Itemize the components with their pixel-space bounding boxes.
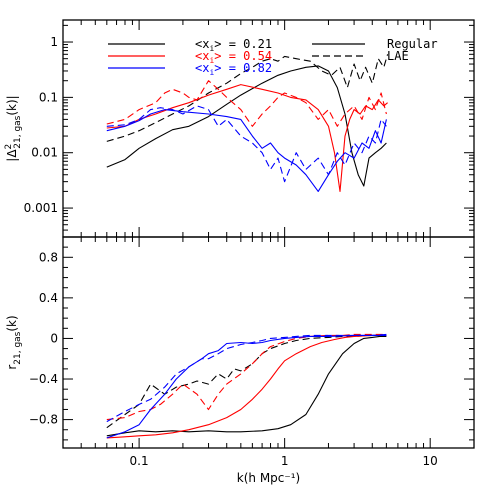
series-line <box>106 334 387 429</box>
series-line <box>106 105 387 183</box>
plot-frame-bottom <box>62 236 475 449</box>
y-tick-label: 0.001 <box>24 201 58 215</box>
y-tick-label: 0 <box>50 331 58 345</box>
y-tick-label: 0.01 <box>31 146 58 160</box>
series-line <box>106 65 387 187</box>
y-axis-label: r21, gas(k) <box>5 315 23 369</box>
series-line <box>106 334 387 439</box>
legend-label: <xi> = 0.21 <box>195 37 272 53</box>
legend-label: <xi> = 0.54 <box>195 49 272 65</box>
y-axis-label: |Δ221, gas(k)| <box>4 95 23 161</box>
y-tick-label: 1 <box>50 35 58 49</box>
y-tick-label: −0.4 <box>29 372 58 386</box>
series-line <box>106 80 387 127</box>
series-line <box>106 334 387 439</box>
x-axis-label: k(h Mpc⁻¹) <box>237 471 300 485</box>
panel-top: 10.10.010.001|Δ221, gas(k)|<xi> = 0.21<x… <box>4 19 475 238</box>
x-tick-label: 1 <box>281 454 289 468</box>
series-line <box>106 333 387 423</box>
x-tick-label: 10 <box>423 454 438 468</box>
y-tick-label: 0.1 <box>39 90 58 104</box>
legend-style-label: LAE <box>387 49 409 63</box>
panel-bottom: 0.8 0.4 0 −0.4 −0.8 0.1 1 10 r21, gas(k) k(h Mpc⁻… <box>5 236 475 485</box>
series-line <box>106 109 387 192</box>
series-line <box>106 335 387 437</box>
legend: <xi> = 0.21<xi> = 0.54<xi> = 0.82 Regular… <box>108 37 438 77</box>
x-tick-label: 0.1 <box>130 454 149 468</box>
legend-label: <xi> = 0.82 <box>195 61 272 77</box>
legend-style-label: Regular <box>387 37 438 51</box>
y-tick-label: 0.4 <box>39 291 58 305</box>
y-tick-label: −0.8 <box>29 413 58 427</box>
series-line <box>106 84 388 192</box>
y-tick-label: 0.8 <box>39 250 58 264</box>
series-line <box>106 333 387 421</box>
